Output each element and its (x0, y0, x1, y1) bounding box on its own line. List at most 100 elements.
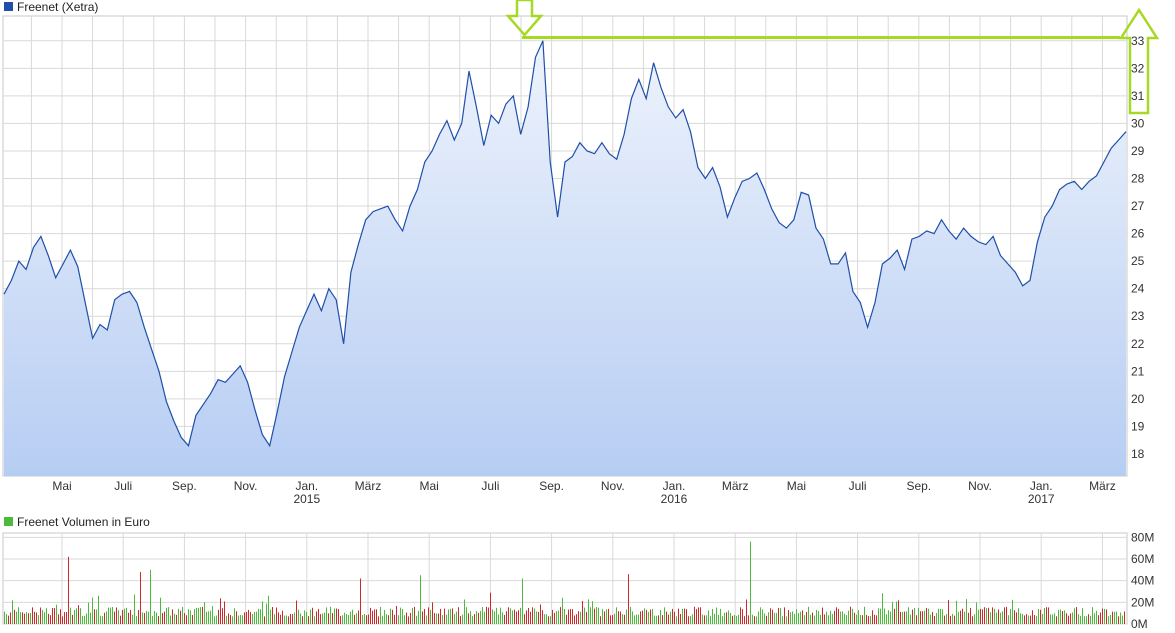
volume-bar-down (308, 616, 309, 624)
volume-bar-down (236, 611, 237, 624)
volume-bar-up (1080, 615, 1081, 624)
volume-bar-up (728, 610, 729, 624)
volume-bar-down (224, 601, 225, 624)
volume-bar-down (406, 612, 407, 624)
volume-bar-up (240, 615, 241, 624)
volume-bar-down (422, 611, 423, 624)
volume-bar-up (630, 607, 631, 624)
volume-bar-up (480, 610, 481, 624)
volume-bar-up (636, 614, 637, 624)
volume-bar-up (808, 606, 809, 624)
volume-bar-up (1064, 610, 1065, 624)
price-x-tick-label: Jan. (1030, 479, 1053, 493)
volume-bar-down (338, 609, 339, 624)
volume-bar-down (468, 613, 469, 624)
volume-bar-up (126, 607, 127, 624)
volume-bar-down (52, 608, 53, 624)
volume-bar-down (1006, 606, 1007, 624)
volume-bar-up (26, 612, 27, 624)
volume-bar-up (212, 606, 213, 624)
price-x-tick-label: Juli (481, 479, 499, 493)
volume-bar-down (506, 611, 507, 624)
price-x-tick-label: Juli (849, 479, 867, 493)
volume-bar-up (482, 607, 483, 624)
volume-bar-up (400, 607, 401, 624)
volume-bar-up (692, 614, 693, 624)
price-x-tick-year: 2016 (661, 492, 688, 506)
volume-bar-up (938, 608, 939, 624)
volume-bar-down (526, 610, 527, 624)
volume-bar-up (798, 613, 799, 624)
volume-bar-down (288, 616, 289, 624)
volume-bar-down (578, 611, 579, 624)
volume-bar-up (498, 614, 499, 624)
volume-bar-down (504, 614, 505, 624)
volume-bar-down (898, 600, 899, 624)
volume-bar-up (42, 610, 43, 624)
volume-bar-up (56, 604, 57, 624)
volume-bar-down (488, 607, 489, 624)
volume-bar-down (770, 608, 771, 624)
volume-bar-down (672, 608, 673, 624)
volume-bar-down (218, 609, 219, 624)
volume-bar-up (412, 607, 413, 624)
volume-bar-up (664, 607, 665, 624)
volume-bar-down (560, 607, 561, 624)
price-y-tick-label: 24 (1131, 282, 1145, 296)
volume-bar-up (286, 615, 287, 624)
volume-bar-up (656, 615, 657, 624)
volume-bar-down (784, 607, 785, 624)
volume-bar-up (30, 612, 31, 624)
volume-bar-up (670, 611, 671, 624)
volume-bar-down (876, 615, 877, 624)
volume-bar-up (242, 615, 243, 624)
volume-bar-down (538, 611, 539, 624)
volume-bar-up (890, 611, 891, 624)
volume-bar-down (726, 612, 727, 624)
volume-bar-up (776, 613, 777, 624)
price-x-tick-year: 2015 (293, 492, 320, 506)
volume-bar-down (988, 607, 989, 624)
volume-bar-down (78, 605, 79, 624)
price-y-tick-label: 23 (1131, 309, 1145, 323)
volume-bar-down (94, 609, 95, 624)
volume-bar-up (616, 607, 617, 624)
volume-bar-down (60, 609, 61, 624)
volume-bar-down (850, 606, 851, 624)
volume-bar-up (232, 616, 233, 624)
volume-bar-down (264, 616, 265, 624)
volume-bar-up (496, 607, 497, 624)
volume-bar-down (8, 615, 9, 624)
volume-bar-up (1022, 613, 1023, 624)
price-y-tick-label: 29 (1131, 144, 1145, 158)
volume-bar-down (524, 614, 525, 624)
volume-bar-down (180, 610, 181, 624)
volume-bar-up (344, 612, 345, 624)
volume-bar-down (650, 609, 651, 624)
volume-bar-up (844, 613, 845, 624)
volume-bar-down (802, 610, 803, 624)
volume-bar-down (982, 609, 983, 624)
volume-bar-down (984, 607, 985, 624)
volume-bar-down (744, 616, 745, 624)
volume-bar-up (816, 609, 817, 624)
volume-bar-up (546, 614, 547, 624)
volume-bar-down (586, 611, 587, 624)
volume-bar-up (878, 608, 879, 624)
volume-bar-down (920, 611, 921, 624)
price-legend-label: Freenet (Xetra) (17, 0, 98, 14)
volume-bar-down (684, 608, 685, 624)
volume-bar-up (436, 613, 437, 624)
volume-bar-up (830, 610, 831, 624)
volume-bar-down (812, 612, 813, 624)
volume-bar-up (580, 611, 581, 624)
volume-bar-down (414, 606, 415, 624)
volume-bar-down (962, 608, 963, 624)
volume-bar-down (486, 606, 487, 624)
volume-bar-up (760, 607, 761, 624)
volume-bar-up (1042, 614, 1043, 624)
volume-bar-up (190, 610, 191, 624)
volume-bar-up (96, 609, 97, 624)
volume-bar-down (668, 614, 669, 624)
price-legend-swatch (4, 2, 13, 11)
